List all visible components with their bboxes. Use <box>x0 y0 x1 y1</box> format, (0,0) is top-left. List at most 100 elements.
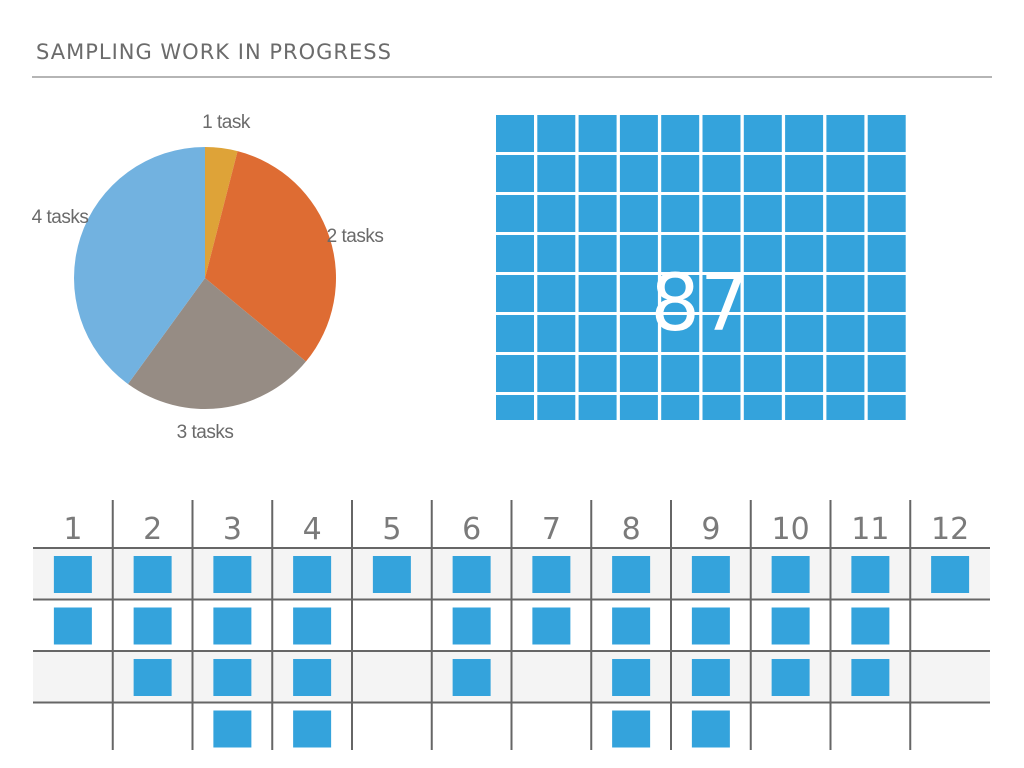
task-square <box>851 607 890 645</box>
task-square <box>293 710 332 748</box>
waffle-cell <box>619 275 658 312</box>
task-square <box>452 556 491 593</box>
day-header-2: 2 <box>143 512 162 547</box>
task-square <box>213 710 252 748</box>
waffle-cell <box>661 395 700 420</box>
pie-slice-4 <box>74 147 205 384</box>
waffle-cell <box>826 355 865 392</box>
waffle-cell <box>496 275 534 312</box>
waffle-cell <box>743 315 782 352</box>
pie-slice-1 <box>205 147 238 278</box>
waffle-cell <box>702 235 741 272</box>
waffle-cell <box>743 275 782 312</box>
waffle-count-label: 87 <box>650 259 749 349</box>
waffle-cell <box>619 155 658 192</box>
page-title: SAMPLING WORK IN PROGRESS <box>36 40 392 64</box>
day-header-8: 8 <box>622 512 641 547</box>
waffle-cell <box>785 155 824 192</box>
task-square <box>213 659 252 696</box>
task-square <box>452 607 491 645</box>
day-header-11: 11 <box>851 512 889 547</box>
pie-label-1: 1 task <box>202 112 251 133</box>
waffle-cell <box>578 115 617 152</box>
waffle-cell <box>537 315 576 352</box>
waffle-cell <box>702 155 741 192</box>
task-square <box>213 607 252 645</box>
waffle-cell <box>743 235 782 272</box>
waffle-cell <box>619 315 658 352</box>
task-square <box>53 607 92 645</box>
task-square <box>771 556 810 593</box>
task-square <box>452 659 491 696</box>
waffle-cell <box>661 195 700 232</box>
waffle-cell <box>496 235 534 272</box>
task-square <box>213 556 252 593</box>
waffle-cell <box>578 235 617 272</box>
waffle-cell <box>537 235 576 272</box>
waffle-cell <box>496 195 534 232</box>
day-header-9: 9 <box>701 512 720 547</box>
waffle-cell <box>619 395 658 420</box>
waffle-cell <box>496 155 534 192</box>
waffle-cell <box>743 115 782 152</box>
waffle-cell <box>619 115 658 152</box>
task-square <box>612 659 651 696</box>
waffle-cell <box>867 395 906 420</box>
title-divider <box>32 76 992 78</box>
waffle-cell <box>661 235 700 272</box>
task-square <box>931 556 970 593</box>
waffle-cell <box>537 395 576 420</box>
waffle-cell <box>702 315 741 352</box>
waffle-cell <box>661 275 700 312</box>
waffle-cell <box>743 195 782 232</box>
waffle-cell <box>578 155 617 192</box>
day-header-1: 1 <box>63 512 82 547</box>
waffle-cell <box>702 115 741 152</box>
waffle-cell <box>867 355 906 392</box>
task-square <box>532 556 571 593</box>
waffle-cell <box>537 155 576 192</box>
waffle-cell <box>702 355 741 392</box>
day-header-10: 10 <box>772 512 810 547</box>
task-square <box>691 659 730 696</box>
task-square <box>293 659 332 696</box>
task-square <box>133 607 172 645</box>
task-square <box>133 556 172 593</box>
waffle-cell <box>578 395 617 420</box>
task-square <box>771 607 810 645</box>
waffle-cell <box>743 395 782 420</box>
pie-label-3: 3 tasks <box>177 422 234 443</box>
waffle-cell <box>702 395 741 420</box>
waffle-cell <box>785 395 824 420</box>
waffle-cell <box>826 275 865 312</box>
pie-label-2: 2 tasks <box>327 226 384 247</box>
waffle-cell <box>661 115 700 152</box>
table-band <box>33 548 990 600</box>
waffle-cell <box>496 395 534 420</box>
waffle-cell <box>537 275 576 312</box>
task-square <box>851 556 890 593</box>
waffle-cell <box>785 355 824 392</box>
waffle-cell <box>826 155 865 192</box>
task-square <box>771 659 810 696</box>
task-square <box>691 607 730 645</box>
waffle-cell <box>743 155 782 192</box>
waffle-cell <box>702 275 741 312</box>
waffle-cell <box>785 115 824 152</box>
waffle-cell <box>496 315 534 352</box>
task-square <box>293 556 332 593</box>
waffle-cell <box>619 195 658 232</box>
pie-slice-3 <box>128 278 306 409</box>
day-header-6: 6 <box>462 512 481 547</box>
task-square <box>133 659 172 696</box>
waffle-cell <box>826 395 865 420</box>
waffle-cell <box>702 195 741 232</box>
pie-slice-2 <box>205 151 336 362</box>
waffle-cell <box>785 275 824 312</box>
waffle-cell <box>661 355 700 392</box>
waffle-cell <box>785 315 824 352</box>
pie-label-4: 4 tasks <box>32 207 89 228</box>
waffle-cell <box>578 355 617 392</box>
waffle-cell <box>743 355 782 392</box>
waffle-cell <box>661 155 700 192</box>
